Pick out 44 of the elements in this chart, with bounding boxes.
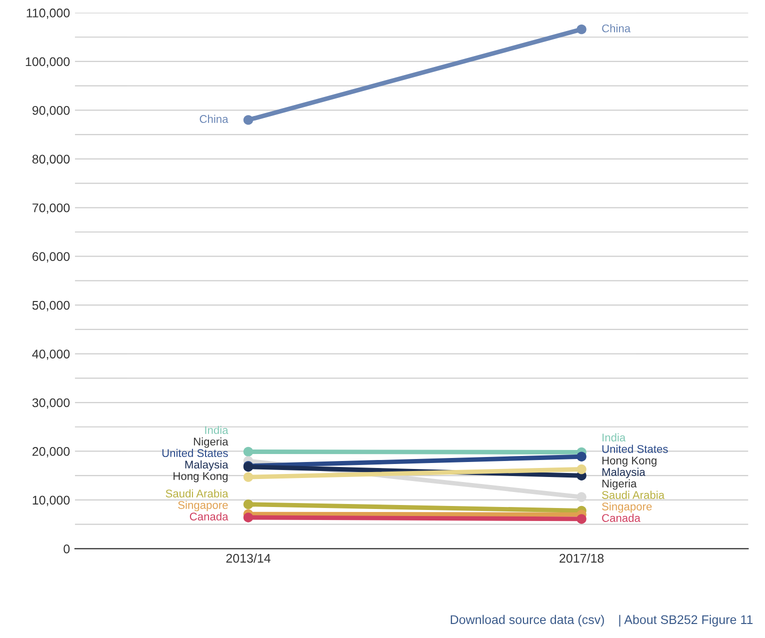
text: Saudi Arabia	[602, 490, 665, 499]
y-tick-label: 60,000	[32, 252, 70, 262]
text: Malaysia	[602, 468, 646, 478]
text: Singapore	[178, 500, 228, 512]
point	[243, 446, 254, 457]
text: Nigeria	[194, 437, 228, 448]
y-tick-label: 20,000	[32, 447, 70, 458]
series-label: China	[200, 114, 228, 123]
series-label: Nigeria	[602, 479, 637, 490]
y-tick-label: 70,000	[32, 203, 70, 214]
series-label: Saudi Arabia	[166, 489, 228, 498]
text: China	[602, 24, 631, 32]
point	[243, 472, 254, 482]
x-tick-label: 2013/14	[226, 554, 270, 563]
text: Hong Kong	[602, 456, 656, 467]
series-label: Malaysia	[185, 460, 228, 471]
text: | About SB252 Figure 11	[619, 614, 753, 627]
series-label: Singapore	[602, 502, 652, 513]
y-tick-label: 100,000	[26, 57, 70, 68]
point	[243, 499, 254, 510]
y-tick-label: 90,000	[32, 106, 70, 116]
series-label: India	[602, 433, 626, 442]
series-label: United States	[602, 444, 668, 453]
point	[576, 24, 586, 34]
y-tick-label: 0	[64, 544, 70, 554]
y-tick-label: 30,000	[32, 398, 70, 409]
point	[576, 492, 586, 502]
y-tick-label: 50,000	[32, 300, 70, 312]
text: United States	[162, 448, 228, 458]
y-tick-label: 80,000	[32, 154, 70, 166]
point	[576, 514, 586, 524]
series-label: Canada	[190, 512, 228, 520]
point	[243, 512, 254, 522]
y-tick-label: 10,000	[32, 496, 70, 506]
text: Canada	[602, 514, 640, 522]
y-tick-label: 40,000	[32, 350, 70, 360]
point	[576, 464, 586, 474]
text: India	[205, 426, 228, 434]
text: Download source data (csv)	[450, 614, 604, 627]
series-label: Hong Kong	[174, 472, 228, 482]
point	[243, 115, 254, 125]
x-tick-label: 2017/18	[560, 554, 604, 563]
y-tick-label: 110,000	[26, 8, 70, 19]
point	[576, 452, 586, 462]
